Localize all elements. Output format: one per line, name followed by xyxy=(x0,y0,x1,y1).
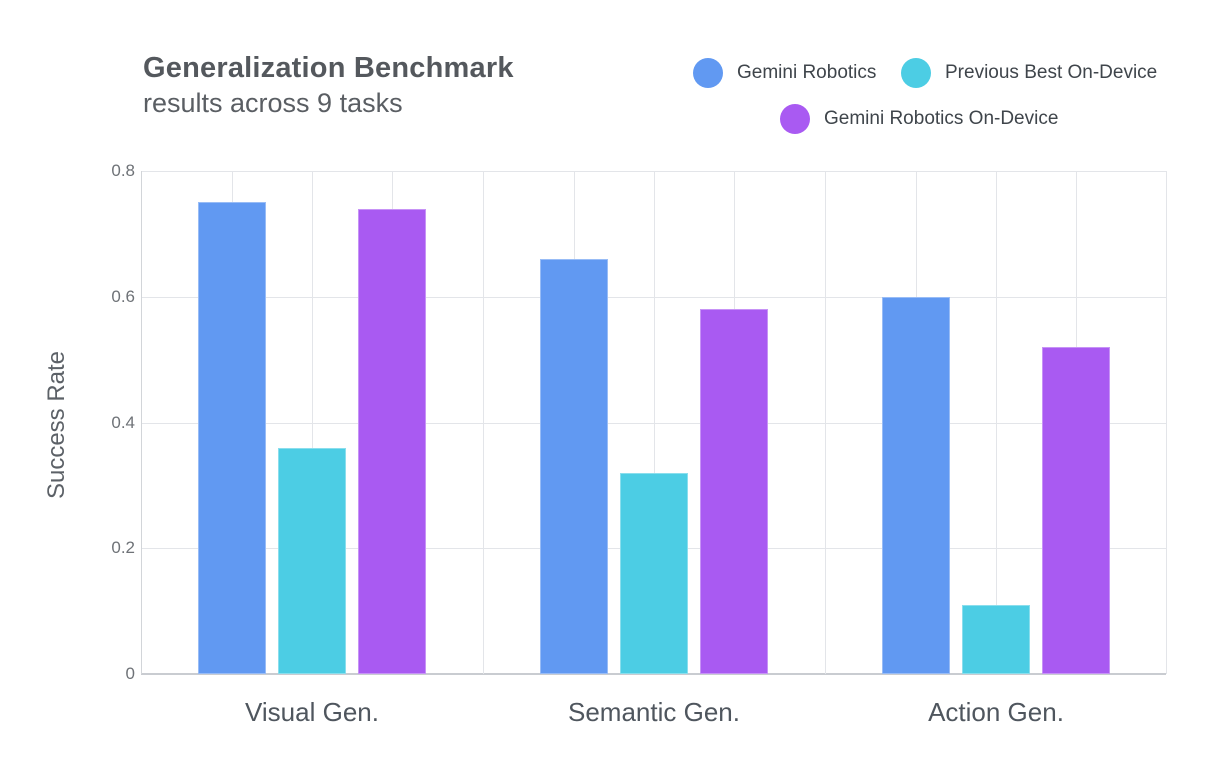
legend-swatch-previous-best-on-device-icon xyxy=(901,58,931,88)
gridline-vertical xyxy=(312,171,313,674)
legend-swatch-gemini-robotics-icon xyxy=(693,58,723,88)
legend-label: Gemini Robotics On-Device xyxy=(824,108,1059,129)
y-tick-label: 0.8 xyxy=(111,161,135,180)
gridline-horizontal xyxy=(141,296,1166,298)
x-axis-line xyxy=(141,673,1166,675)
bar-previous-best-on-device-visual-gen- xyxy=(278,447,346,674)
y-tick-label: 0 xyxy=(125,664,135,683)
gridline-vertical xyxy=(825,171,826,674)
y-axis-title: Success Rate xyxy=(43,350,70,500)
bar-gemini-robotics-on-device-visual-gen- xyxy=(358,208,426,674)
legend-item-gemini-robotics-on-device: Gemini Robotics On-Device xyxy=(780,104,1058,134)
bar-gemini-robotics-action-gen- xyxy=(882,296,950,674)
bar-previous-best-on-device-action-gen- xyxy=(962,604,1030,674)
gridline-vertical xyxy=(996,171,997,674)
gridline-vertical xyxy=(483,171,484,674)
legend-item-previous-best-on-device: Previous Best On-Device xyxy=(901,58,1157,88)
y-tick-label: 0.4 xyxy=(111,412,135,432)
bar-previous-best-on-device-semantic-gen- xyxy=(620,472,688,674)
gridline-horizontal xyxy=(141,422,1166,424)
x-category-label: Action Gen. xyxy=(928,697,1064,727)
legend-label: Gemini Robotics xyxy=(737,62,877,83)
chart-subtitle: results across 9 tasks xyxy=(143,88,403,118)
bar-gemini-robotics-semantic-gen- xyxy=(540,259,608,674)
legend-swatch-gemini-robotics-on-device-icon xyxy=(780,104,810,134)
x-category-label: Visual Gen. xyxy=(245,697,379,727)
chart-title: Generalization Benchmark xyxy=(143,52,514,84)
bar-gemini-robotics-on-device-semantic-gen- xyxy=(700,309,768,674)
y-tick-label: 0.2 xyxy=(111,538,135,558)
legend-item-gemini-robotics: Gemini Robotics xyxy=(693,58,876,88)
gridline-vertical xyxy=(1166,171,1167,674)
gridline-vertical xyxy=(654,171,655,674)
bar-gemini-robotics-visual-gen- xyxy=(198,202,266,674)
x-category-label: Semantic Gen. xyxy=(568,697,740,727)
y-axis-line xyxy=(141,171,142,674)
legend-label: Previous Best On-Device xyxy=(945,62,1158,83)
y-tick-label: 0.6 xyxy=(111,286,135,306)
gridline-horizontal xyxy=(141,171,1166,172)
bar-gemini-robotics-on-device-action-gen- xyxy=(1042,347,1110,674)
